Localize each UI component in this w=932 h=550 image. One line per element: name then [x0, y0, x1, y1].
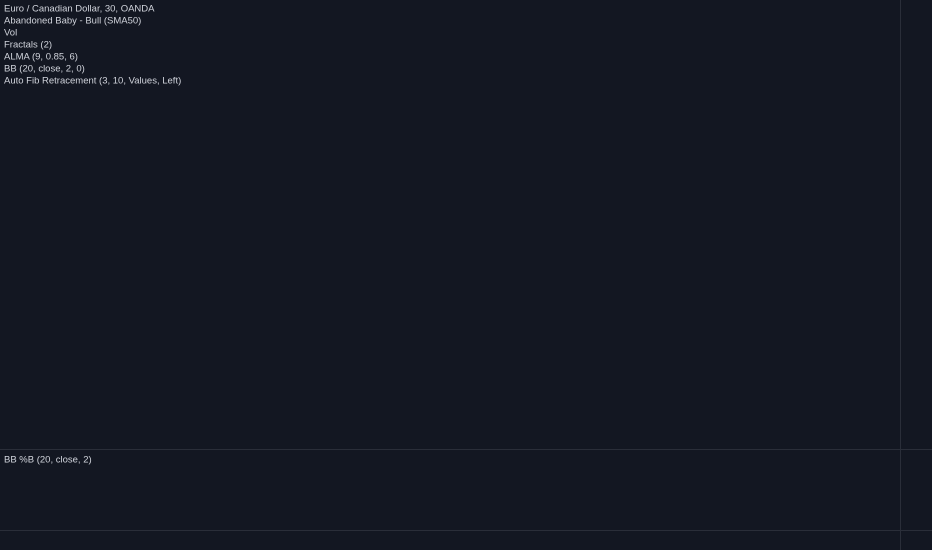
pane-title: BB %B (20, close, 2)	[4, 455, 92, 466]
legend-item: Fractals (2)	[4, 40, 52, 51]
legend-item: Vol	[4, 28, 17, 39]
legend: Euro / Canadian Dollar, 30, OANDA Abando…	[4, 4, 181, 466]
legend-item: Euro / Canadian Dollar, 30, OANDA	[4, 4, 155, 15]
legend-item: Abandoned Baby - Bull (SMA50)	[4, 16, 141, 27]
legend-item: Auto Fib Retracement (3, 10, Values, Lef…	[4, 76, 181, 87]
legend-item: BB (20, close, 2, 0)	[4, 64, 85, 75]
legend-item: ALMA (9, 0.85, 6)	[4, 52, 78, 63]
